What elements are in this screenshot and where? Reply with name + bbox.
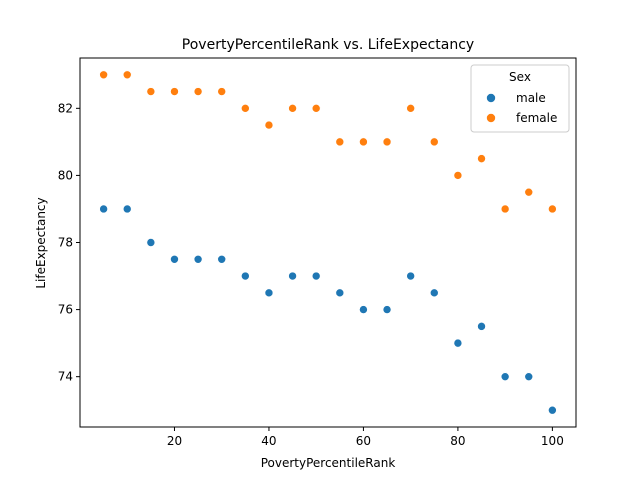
x-tick-label: 100 <box>541 434 564 448</box>
data-point-male <box>406 271 415 281</box>
y-tick-label: 74 <box>58 370 73 384</box>
data-point-male <box>122 204 132 214</box>
data-point-female <box>477 154 486 163</box>
data-point-male <box>500 372 510 381</box>
data-point-female <box>193 87 203 96</box>
data-point-female <box>288 104 297 113</box>
data-point-female <box>382 137 392 147</box>
x-axis-label: PovertyPercentileRank <box>261 456 396 470</box>
x-axis: 20 40 60 80 100 <box>167 427 564 448</box>
x-tick-label: 20 <box>167 434 182 448</box>
x-tick-label: 40 <box>261 434 276 448</box>
data-point-female <box>146 87 156 96</box>
data-point-male <box>193 254 203 264</box>
legend-title: Sex <box>509 70 531 84</box>
legend-marker-male <box>486 93 496 103</box>
data-point-female <box>500 204 510 214</box>
data-point-female <box>311 104 321 113</box>
data-point-male <box>359 305 368 314</box>
data-point-female <box>217 87 227 96</box>
legend-marker-female <box>486 113 496 123</box>
y-tick-label: 80 <box>58 168 73 182</box>
data-point-male <box>170 254 179 264</box>
y-axis: 74 76 78 80 82 <box>58 101 80 384</box>
data-point-female <box>170 87 179 96</box>
data-point-female <box>335 137 345 147</box>
data-point-female <box>359 137 368 147</box>
data-point-female <box>264 120 274 130</box>
y-tick-label: 76 <box>58 303 73 317</box>
data-point-male <box>264 288 274 298</box>
data-point-male <box>382 305 392 314</box>
data-point-female <box>548 204 557 214</box>
data-point-male <box>548 405 557 415</box>
chart-title: PovertyPercentileRank vs. LifeExpectancy <box>182 37 474 53</box>
data-point-female <box>453 171 463 180</box>
data-point-female <box>99 70 108 80</box>
data-point-female <box>524 187 534 197</box>
data-point-male <box>524 372 534 381</box>
legend-label-female: female <box>516 111 557 125</box>
data-point-male <box>453 338 463 348</box>
data-points <box>99 70 557 415</box>
data-point-male <box>335 288 345 298</box>
data-point-female <box>122 70 132 80</box>
data-point-male <box>99 204 108 214</box>
data-point-male <box>429 288 439 298</box>
y-tick-label: 82 <box>58 101 73 115</box>
data-point-male <box>146 238 156 247</box>
y-axis-label: LifeExpectancy <box>34 197 48 288</box>
data-point-female <box>241 104 250 113</box>
data-point-female <box>429 137 439 147</box>
data-point-male <box>477 322 486 331</box>
data-point-male <box>217 254 227 264</box>
data-point-male <box>288 271 297 281</box>
x-tick-label: 60 <box>356 434 371 448</box>
legend: Sex male female <box>470 64 570 133</box>
data-point-male <box>241 271 250 281</box>
legend-label-male: male <box>516 91 546 105</box>
y-tick-label: 78 <box>58 236 73 250</box>
data-point-male <box>311 271 321 281</box>
legend-box <box>470 64 570 133</box>
data-point-female <box>406 104 415 113</box>
x-tick-label: 80 <box>450 434 465 448</box>
